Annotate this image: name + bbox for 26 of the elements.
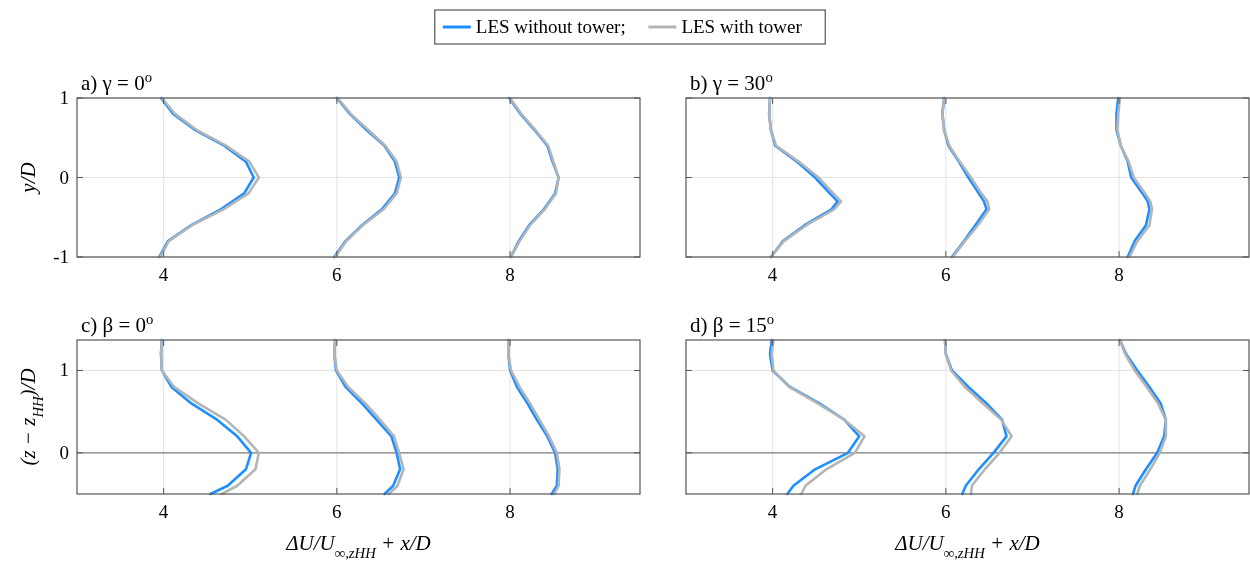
chart-title: d) β = 15$^{o}$ bbox=[690, 311, 775, 337]
y-tick-label: -1 bbox=[53, 246, 69, 267]
x-tick-label: 6 bbox=[941, 501, 951, 522]
x-tick-label: 8 bbox=[1114, 264, 1124, 285]
legend-label: LES without tower; bbox=[475, 16, 626, 37]
x-tick-label: 8 bbox=[505, 501, 515, 522]
chart-title: c) β = 0$^{o}$ bbox=[81, 311, 154, 337]
y-tick-label: 0 bbox=[59, 166, 69, 188]
x-tick-label: 6 bbox=[332, 501, 342, 522]
y-tick-label: 1 bbox=[59, 87, 69, 108]
legend-label: LES with tower bbox=[681, 16, 803, 37]
x-axis-title: ΔU/U$_{∞,zHH}$ + x/D bbox=[894, 531, 1040, 561]
x-tick-label: 4 bbox=[158, 501, 169, 522]
chart-title: a) γ = 0$^{o}$ bbox=[81, 69, 153, 95]
x-tick-label: 6 bbox=[941, 264, 951, 285]
x-tick-label: 8 bbox=[505, 264, 515, 285]
x-tick-label: 8 bbox=[1114, 501, 1124, 522]
x-tick-label: 4 bbox=[158, 264, 169, 285]
x-tick-label: 4 bbox=[767, 264, 778, 285]
x-axis-title: ΔU/U$_{∞,zHH}$ + x/D bbox=[285, 531, 431, 561]
x-tick-label: 4 bbox=[767, 501, 778, 522]
x-tick-label: 6 bbox=[332, 264, 342, 285]
y-axis-title: y/D bbox=[16, 162, 40, 195]
y-tick-label: 1 bbox=[59, 359, 69, 381]
chart-title: b) γ = 30$^{o}$ bbox=[690, 69, 773, 95]
y-tick-label: 0 bbox=[59, 441, 69, 463]
